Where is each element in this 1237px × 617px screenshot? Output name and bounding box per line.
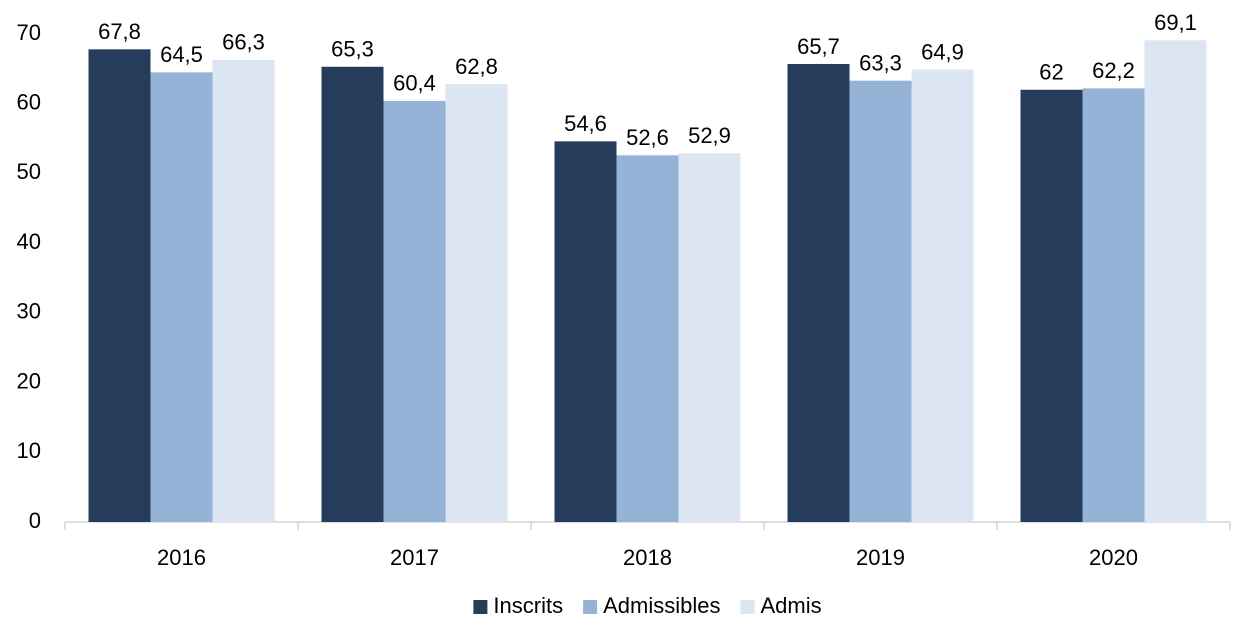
y-tick-label: 60 bbox=[17, 90, 41, 115]
x-tick-label: 2020 bbox=[1089, 545, 1138, 570]
value-label: 62,8 bbox=[455, 54, 498, 79]
y-tick-label: 10 bbox=[17, 438, 41, 463]
value-label: 63,3 bbox=[859, 51, 902, 76]
bar bbox=[678, 153, 741, 522]
value-label: 66,3 bbox=[222, 30, 265, 55]
y-tick-label: 40 bbox=[17, 229, 41, 254]
legend-label: Admis bbox=[760, 593, 821, 617]
value-label: 62 bbox=[1039, 60, 1063, 85]
value-label: 64,5 bbox=[160, 42, 203, 67]
bar bbox=[445, 84, 508, 523]
legend-swatch bbox=[473, 600, 488, 614]
value-label: 69,1 bbox=[1154, 10, 1197, 35]
bar bbox=[1144, 40, 1207, 522]
bar bbox=[616, 155, 679, 522]
x-tick-label: 2017 bbox=[390, 545, 439, 570]
legend-label: Inscrits bbox=[493, 593, 563, 617]
value-label: 65,3 bbox=[331, 37, 374, 62]
legend-swatch bbox=[740, 600, 755, 614]
bar bbox=[1020, 89, 1083, 523]
bar bbox=[787, 63, 850, 522]
bar bbox=[88, 49, 151, 522]
y-tick-label: 70 bbox=[17, 20, 41, 45]
value-label: 65,7 bbox=[797, 34, 840, 59]
bar bbox=[554, 141, 617, 523]
y-tick-label: 50 bbox=[17, 159, 41, 184]
value-label: 60,4 bbox=[393, 71, 436, 96]
value-label: 62,2 bbox=[1092, 58, 1135, 83]
value-label: 64,9 bbox=[921, 39, 964, 64]
legend-label: Admissibles bbox=[603, 593, 720, 617]
value-label: 52,9 bbox=[688, 123, 731, 148]
x-tick-label: 2016 bbox=[157, 545, 206, 570]
legend-swatch bbox=[583, 600, 598, 614]
bar bbox=[1082, 88, 1145, 523]
x-tick-label: 2018 bbox=[623, 545, 672, 570]
bar bbox=[150, 72, 213, 522]
y-tick-label: 30 bbox=[17, 299, 41, 324]
bar bbox=[383, 100, 446, 522]
y-tick-label: 0 bbox=[29, 508, 41, 533]
x-tick-label: 2019 bbox=[856, 545, 905, 570]
bar bbox=[212, 59, 275, 523]
value-label: 52,6 bbox=[626, 125, 669, 150]
value-label: 67,8 bbox=[98, 19, 141, 44]
value-label: 54,6 bbox=[564, 111, 607, 136]
bar bbox=[911, 69, 974, 522]
y-tick-label: 20 bbox=[17, 368, 41, 393]
bar bbox=[321, 66, 384, 522]
bar bbox=[849, 80, 912, 523]
